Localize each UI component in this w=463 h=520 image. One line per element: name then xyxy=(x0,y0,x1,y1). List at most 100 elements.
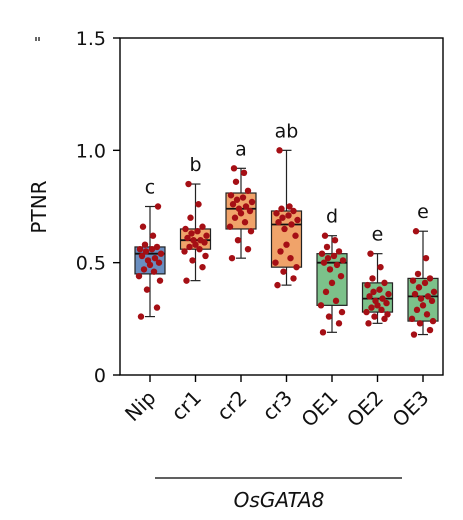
data-point xyxy=(323,243,331,251)
data-point xyxy=(285,212,292,219)
data-point xyxy=(411,290,419,298)
data-point xyxy=(199,263,206,271)
data-point xyxy=(417,295,425,302)
significance-label: a xyxy=(235,138,247,160)
significance-label: e xyxy=(372,224,384,246)
data-point xyxy=(240,169,248,176)
data-point xyxy=(151,254,159,262)
data-point xyxy=(339,257,347,264)
data-point xyxy=(324,254,332,262)
data-point xyxy=(320,259,328,266)
data-point xyxy=(290,207,297,215)
data-point xyxy=(372,297,379,305)
data-point xyxy=(279,214,286,221)
data-point xyxy=(283,241,290,248)
data-point xyxy=(144,257,152,264)
data-point xyxy=(148,245,156,253)
data-point xyxy=(363,308,370,316)
data-point xyxy=(187,214,194,221)
data-point xyxy=(332,297,340,305)
data-point xyxy=(294,216,301,224)
data-point xyxy=(278,205,285,212)
data-point xyxy=(202,252,209,260)
significance-label: ab xyxy=(275,120,299,142)
data-point xyxy=(154,203,162,210)
data-point xyxy=(424,293,432,300)
x-tick-label-oe3: OE3 xyxy=(387,386,433,432)
data-point xyxy=(231,214,239,221)
data-point xyxy=(335,320,343,327)
data-point xyxy=(423,311,431,318)
box-group-cr3: ab xyxy=(270,120,303,289)
box-group-oe3: e xyxy=(407,201,439,338)
data-point xyxy=(181,248,188,255)
data-point xyxy=(138,252,146,260)
data-point xyxy=(199,223,206,230)
data-point xyxy=(228,254,236,262)
data-point xyxy=(321,232,329,239)
box-group-nip: c xyxy=(134,177,166,320)
data-point xyxy=(368,304,375,311)
data-point xyxy=(365,320,372,327)
data-point xyxy=(149,232,157,239)
box-group-oe2: e xyxy=(361,224,394,327)
data-point xyxy=(183,277,190,284)
significance-label: c xyxy=(145,177,155,199)
data-point xyxy=(288,221,295,228)
data-point xyxy=(317,302,325,309)
data-point xyxy=(155,259,163,266)
x-tick-label-cr3: cr3 xyxy=(257,386,297,426)
data-point xyxy=(377,263,384,271)
data-point xyxy=(426,326,434,334)
data-point xyxy=(153,304,161,311)
data-point xyxy=(422,254,430,262)
data-point xyxy=(379,295,386,302)
data-point xyxy=(189,257,196,264)
data-point xyxy=(385,290,392,298)
x-tick-label-cr1: cr1 xyxy=(166,386,206,426)
data-point xyxy=(412,228,420,235)
data-point xyxy=(333,261,341,269)
x-tick-label-oe1: OE1 xyxy=(296,386,342,432)
x-axis: Nip cr1 cr2 cr3 OE1 OE2 OE3 xyxy=(120,375,434,432)
data-point xyxy=(135,272,143,280)
data-point xyxy=(139,223,147,230)
data-point xyxy=(234,237,242,244)
group-label: OsGATA8 xyxy=(234,488,325,512)
data-point xyxy=(273,210,280,217)
y-axis: 0 0.5 1.0 1.5 xyxy=(76,28,120,387)
data-point xyxy=(286,203,293,210)
data-point xyxy=(244,245,252,253)
data-point xyxy=(232,178,240,185)
data-point xyxy=(143,286,151,293)
y-tick-label: 0 xyxy=(94,365,106,387)
data-point xyxy=(241,219,249,226)
significance-label: d xyxy=(326,206,338,228)
data-point xyxy=(409,277,417,284)
data-point xyxy=(229,201,237,208)
y-axis-title: PTNR xyxy=(27,180,51,233)
data-point xyxy=(428,297,436,305)
plot-frame xyxy=(119,37,444,376)
data-point xyxy=(376,286,383,293)
data-point xyxy=(325,313,333,320)
data-point xyxy=(242,203,250,210)
data-point xyxy=(414,270,422,278)
data-point xyxy=(381,279,388,287)
data-point xyxy=(381,315,388,323)
data-point xyxy=(277,248,284,255)
box-group-cr1: b xyxy=(179,154,212,284)
data-point xyxy=(246,207,254,215)
data-point xyxy=(141,241,149,248)
data-point xyxy=(233,196,241,203)
y-tick-label: 1.5 xyxy=(76,28,106,50)
data-point xyxy=(292,232,299,239)
data-point xyxy=(429,317,437,325)
data-point xyxy=(281,225,288,233)
data-point xyxy=(186,243,193,251)
data-point xyxy=(426,275,434,282)
data-point xyxy=(384,311,391,318)
y-tick-label: 1.0 xyxy=(76,140,106,162)
data-point xyxy=(235,205,243,212)
data-point xyxy=(330,252,338,260)
